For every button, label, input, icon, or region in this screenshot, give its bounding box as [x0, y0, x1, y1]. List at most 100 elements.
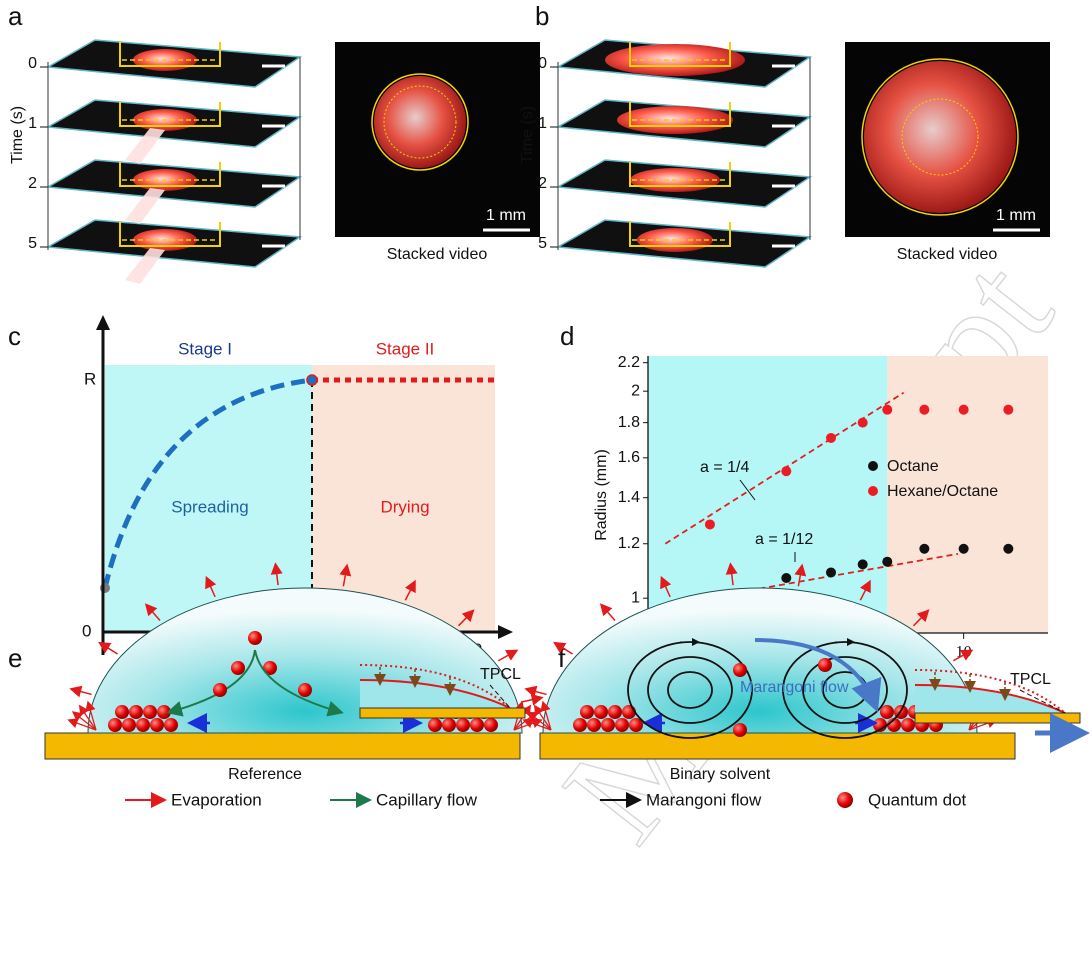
- legend-marker: [868, 486, 878, 496]
- quantum-dot: [594, 705, 608, 719]
- data-point: [959, 405, 969, 415]
- time-tick-label: 5: [538, 235, 547, 252]
- legend-label: Capillary flow: [376, 790, 478, 809]
- panel-label: b: [535, 1, 549, 31]
- evaporation-arrow: [72, 689, 91, 694]
- inset-label: TPCL: [480, 666, 521, 683]
- transition-point: [307, 375, 317, 385]
- axis-label: 0: [82, 621, 91, 640]
- panel-label: e: [8, 643, 22, 673]
- axis-label: Time (s): [519, 106, 536, 164]
- quantum-dot: [298, 683, 312, 697]
- fit-label: a = 1/12: [755, 531, 813, 548]
- quantum-dot: [580, 705, 594, 719]
- quantum-dot: [231, 661, 245, 675]
- quantum-dot: [143, 705, 157, 719]
- y-tick-label: 1.8: [618, 414, 640, 431]
- evaporation-arrow: [602, 605, 615, 620]
- quantum-dot: [115, 705, 129, 719]
- stacked-droplet: [374, 76, 466, 168]
- evaporation-arrow: [527, 689, 546, 694]
- quantum-dot: [733, 723, 747, 737]
- y-tick-label: 1.6: [618, 449, 640, 466]
- quantum-dot: [428, 718, 442, 732]
- quantum-dot: [442, 718, 456, 732]
- data-point: [826, 567, 836, 577]
- quantum-dot: [157, 705, 171, 719]
- y-tick-label: 2.2: [618, 354, 640, 371]
- stage-label: Stage I: [178, 339, 232, 358]
- flow-label: Marangoni flow: [740, 679, 849, 696]
- y-tick-label: 1.4: [618, 489, 640, 506]
- quantum-dot: [901, 718, 915, 732]
- quantum-dot: [818, 658, 832, 672]
- time-tick-label: 2: [538, 175, 547, 192]
- scale-label: 1 mm: [996, 207, 1036, 224]
- axis-arrow: [498, 625, 513, 639]
- quantum-dot: [213, 683, 227, 697]
- time-tick-label: 1: [28, 115, 37, 132]
- inset-liquid: [915, 685, 1065, 713]
- evaporation-arrow: [498, 651, 515, 661]
- data-point: [781, 466, 791, 476]
- caption: Reference: [228, 766, 302, 783]
- time-tick-label: 2: [28, 175, 37, 192]
- quantum-dot: [587, 718, 601, 732]
- legend-label: Hexane/Octane: [887, 483, 998, 500]
- y-tick-label: 1: [631, 589, 640, 606]
- quantum-dot: [108, 718, 122, 732]
- legend-label: Evaporation: [171, 790, 262, 809]
- time-tick-label: 5: [28, 235, 37, 252]
- quantum-dot: [615, 718, 629, 732]
- legend-label: Marangoni flow: [646, 790, 762, 809]
- data-point: [882, 557, 892, 567]
- panel-label: d: [560, 321, 574, 351]
- time-tick-label: 0: [538, 55, 547, 72]
- data-point: [919, 405, 929, 415]
- panel-label: c: [8, 321, 21, 351]
- phase-label: Drying: [380, 497, 429, 516]
- time-tick-label: 0: [28, 55, 37, 72]
- y-tick-label: 2: [631, 382, 640, 399]
- evaporation-arrow: [521, 698, 541, 702]
- data-point: [781, 573, 791, 583]
- data-point: [705, 519, 715, 529]
- data-point: [882, 405, 892, 415]
- axis-label: Time (s): [9, 106, 26, 164]
- quantum-dot: [456, 718, 470, 732]
- stage-label: Stage II: [376, 339, 435, 358]
- inset-label: TPCL: [1010, 671, 1051, 688]
- quantum-dot: [129, 705, 143, 719]
- legend-label: Octane: [887, 458, 939, 475]
- quantum-dot: [136, 718, 150, 732]
- y-tick-label: 1.2: [618, 535, 640, 552]
- quantum-dot: [601, 718, 615, 732]
- axis-arrow: [96, 315, 110, 330]
- quantum-dot: [573, 718, 587, 732]
- quantum-dot: [150, 718, 164, 732]
- data-point: [858, 418, 868, 428]
- caption: Stacked video: [897, 246, 998, 263]
- quantum-dot: [733, 663, 747, 677]
- fit-label: a = 1/4: [700, 459, 749, 476]
- substrate: [45, 733, 520, 759]
- axis-label: R: [84, 369, 96, 388]
- data-point: [858, 559, 868, 569]
- panel-label: a: [8, 1, 23, 31]
- y-axis-title: Radius (mm): [593, 449, 610, 541]
- stacked-droplet: [864, 61, 1016, 213]
- caption: Stacked video: [387, 246, 488, 263]
- caption: Binary solvent: [670, 766, 771, 783]
- quantum-dot: [122, 718, 136, 732]
- time-tick-label: 1: [538, 115, 547, 132]
- quantum-dot: [470, 718, 484, 732]
- data-point: [826, 433, 836, 443]
- legend-label: Quantum dot: [868, 790, 967, 809]
- inset-substrate: [360, 708, 525, 718]
- quantum-dot: [248, 631, 262, 645]
- phase-label: Spreading: [171, 497, 249, 516]
- legend-marker: [868, 461, 878, 471]
- data-point: [1003, 405, 1013, 415]
- legend-quantum-dot: [837, 792, 853, 808]
- data-point: [1003, 544, 1013, 554]
